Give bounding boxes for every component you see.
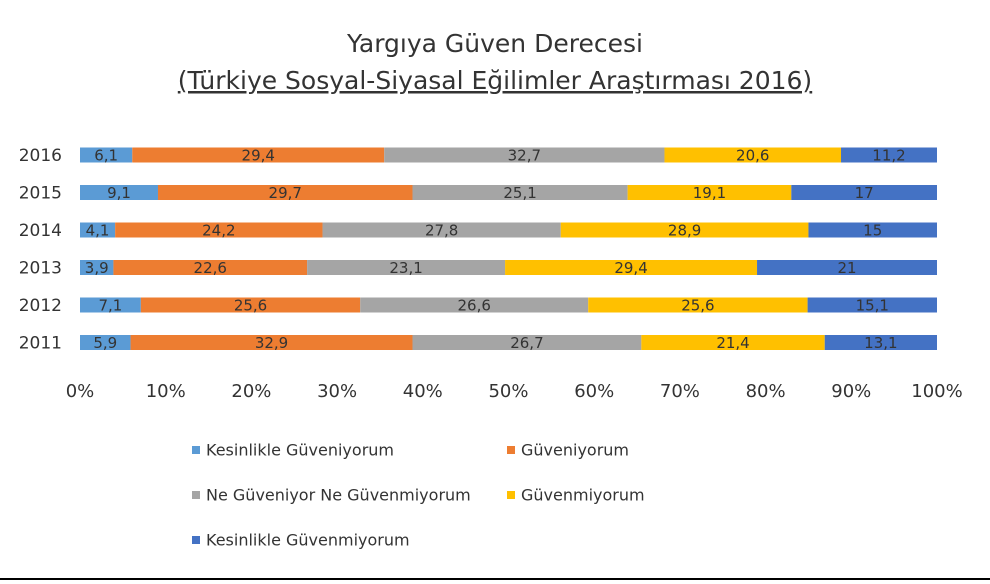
bar-segment xyxy=(80,222,116,238)
legend-swatch xyxy=(507,446,515,454)
y-tick-label: 2011 xyxy=(19,334,62,354)
x-tick-label: 30% xyxy=(317,381,357,402)
y-tick-label: 2012 xyxy=(19,296,62,316)
data-label: 6,1 xyxy=(94,147,118,165)
x-tick-label: 100% xyxy=(911,381,962,402)
legend-swatch xyxy=(507,491,515,499)
data-label: 5,9 xyxy=(93,334,117,352)
bar-segment xyxy=(412,185,628,200)
legend-label: Güveniyorum xyxy=(521,441,629,460)
data-label: 24,2 xyxy=(202,222,235,240)
data-label: 32,7 xyxy=(508,147,541,165)
bar-segment xyxy=(132,147,385,163)
bar-segment xyxy=(80,147,133,163)
data-label: 13,1 xyxy=(864,334,897,352)
bar-segment xyxy=(130,335,413,350)
bar-segment xyxy=(307,260,506,275)
legend-swatch xyxy=(192,446,200,454)
bar-segment xyxy=(841,147,937,163)
bar-segment xyxy=(80,185,158,200)
bar-segment xyxy=(664,147,842,163)
data-label: 4,1 xyxy=(86,222,110,240)
bar-segment xyxy=(791,185,937,200)
bar-segment xyxy=(80,335,131,350)
bar-segment xyxy=(384,147,665,163)
data-label: 20,6 xyxy=(736,147,769,165)
data-label: 25,6 xyxy=(234,297,267,315)
data-label: 21,4 xyxy=(716,334,749,352)
data-label: 27,8 xyxy=(425,222,458,240)
data-label: 25,6 xyxy=(681,297,714,315)
bar-segment xyxy=(80,297,141,313)
bar-segment xyxy=(505,260,758,275)
data-label: 15 xyxy=(863,222,882,240)
x-tick-label: 50% xyxy=(488,381,528,402)
bar-segment xyxy=(157,185,413,200)
bar-segment xyxy=(588,297,808,313)
bar-segment xyxy=(322,222,561,238)
chart-subtitle: (Türkiye Sosyal-Siyasal Eğilimler Araştı… xyxy=(178,66,812,95)
x-tick-label: 40% xyxy=(403,381,443,402)
x-tick-label: 20% xyxy=(231,381,271,402)
x-tick-label: 80% xyxy=(746,381,786,402)
data-label: 29,4 xyxy=(242,147,275,165)
data-label: 19,1 xyxy=(693,184,726,202)
legend-label: Kesinlikle Güvenmiyorum xyxy=(206,531,410,550)
x-tick-label: 70% xyxy=(660,381,700,402)
chart-title: Yargıya Güven Derecesi xyxy=(346,29,643,58)
legend-swatch xyxy=(192,536,200,544)
bar-segment xyxy=(757,260,937,275)
legend-label: Ne Güveniyor Ne Güvenmiyorum xyxy=(206,486,471,505)
y-tick-label: 2015 xyxy=(19,184,62,204)
data-label: 29,4 xyxy=(614,259,647,277)
x-tick-label: 60% xyxy=(574,381,614,402)
legend-label: Güvenmiyorum xyxy=(521,486,645,505)
bar-segment xyxy=(115,222,323,238)
data-label: 22,6 xyxy=(194,259,227,277)
bar-segment xyxy=(360,297,589,313)
bar-segment xyxy=(824,335,937,350)
data-label: 21 xyxy=(837,259,856,277)
bar-segment xyxy=(641,335,825,350)
data-label: 11,2 xyxy=(872,147,905,165)
x-tick-label: 0% xyxy=(66,381,95,402)
y-tick-label: 2013 xyxy=(19,259,62,279)
legend-label: Kesinlikle Güveniyorum xyxy=(206,441,394,460)
data-label: 9,1 xyxy=(107,184,131,202)
bar-segment xyxy=(627,185,792,200)
data-label: 23,1 xyxy=(389,259,422,277)
bar-segment xyxy=(807,297,937,313)
data-label: 26,7 xyxy=(510,334,543,352)
bar-segment xyxy=(560,222,809,238)
data-label: 3,9 xyxy=(85,259,109,277)
bar-segment xyxy=(113,260,308,275)
legend-swatch xyxy=(192,491,200,499)
data-label: 15,1 xyxy=(856,297,889,315)
bar-segment xyxy=(140,297,361,313)
bar-segment xyxy=(80,260,114,275)
data-label: 26,6 xyxy=(458,297,491,315)
y-tick-label: 2016 xyxy=(19,146,62,166)
data-label: 25,1 xyxy=(503,184,536,202)
bar-segment xyxy=(412,335,642,350)
data-label: 32,9 xyxy=(255,334,288,352)
bar-segment xyxy=(808,222,937,238)
y-tick-label: 2014 xyxy=(19,221,62,241)
x-tick-label: 10% xyxy=(146,381,186,402)
data-label: 28,9 xyxy=(668,222,701,240)
x-tick-label: 90% xyxy=(831,381,871,402)
data-label: 29,7 xyxy=(269,184,302,202)
data-label: 7,1 xyxy=(98,297,122,315)
data-label: 17 xyxy=(855,184,874,202)
